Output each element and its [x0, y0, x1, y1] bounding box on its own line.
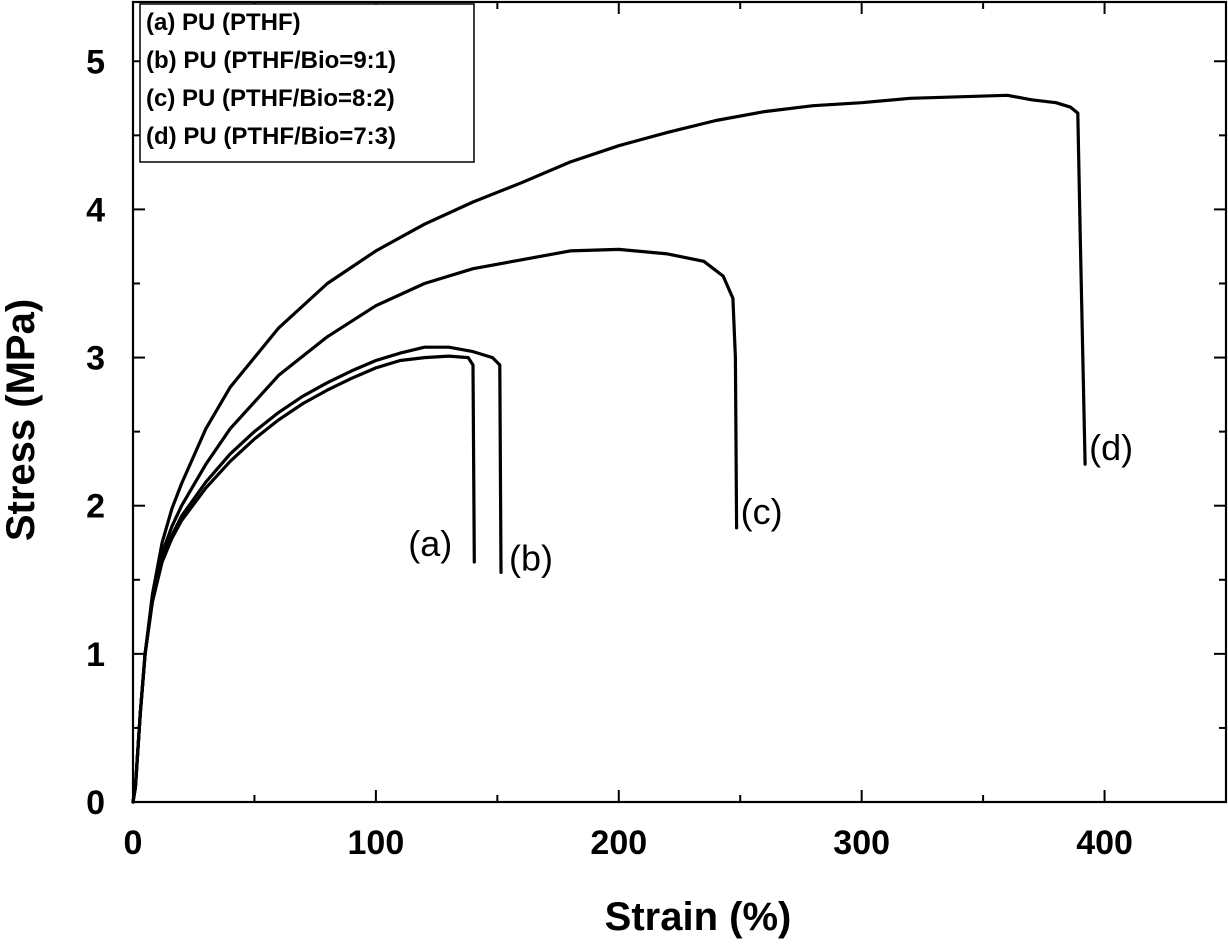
- series-end-label: (a): [408, 523, 452, 564]
- x-tick-label: 300: [833, 824, 890, 862]
- y-tick-label: 1: [86, 636, 105, 674]
- series-line: [131, 354, 476, 804]
- series-line: [131, 345, 503, 804]
- x-tick-label: 0: [124, 824, 143, 862]
- x-tick-label: 200: [590, 824, 647, 862]
- series-line: [131, 93, 1087, 804]
- axes: 0 100 200 300 400 0 1 2 3 4 5: [86, 0, 1228, 862]
- legend-entry: (c) PU (PTHF/Bio=8:2): [146, 85, 395, 112]
- y-axis-title: Stress (MPa): [0, 299, 43, 541]
- y-tick-label: 4: [86, 191, 105, 229]
- y-tick-label: 2: [86, 488, 105, 526]
- y-tick-label: 3: [86, 340, 105, 378]
- x-tick-label: 400: [1076, 824, 1133, 862]
- y-tick-label: 5: [86, 43, 105, 81]
- series-end-label: (b): [509, 537, 553, 578]
- legend-entry: (d) PU (PTHF/Bio=7:3): [146, 123, 396, 150]
- series-end-label: (c): [741, 491, 783, 532]
- legend-entry: (a) PU (PTHF): [146, 9, 301, 36]
- legend: (a) PU (PTHF) (b) PU (PTHF/Bio=9:1) (c) PU…: [139, 3, 475, 163]
- plot-frame: [131, 0, 1228, 804]
- x-axis-title: Strain (%): [605, 895, 792, 939]
- curves: [131, 93, 1087, 804]
- series-end-label: (d): [1089, 427, 1133, 468]
- x-tick-label: 100: [348, 824, 405, 862]
- y-tick-label: 0: [86, 784, 105, 822]
- legend-entry: (b) PU (PTHF/Bio=9:1): [146, 47, 396, 74]
- curve-labels: (a) (b) (c) (d): [408, 427, 1133, 578]
- legend-box: [139, 3, 475, 163]
